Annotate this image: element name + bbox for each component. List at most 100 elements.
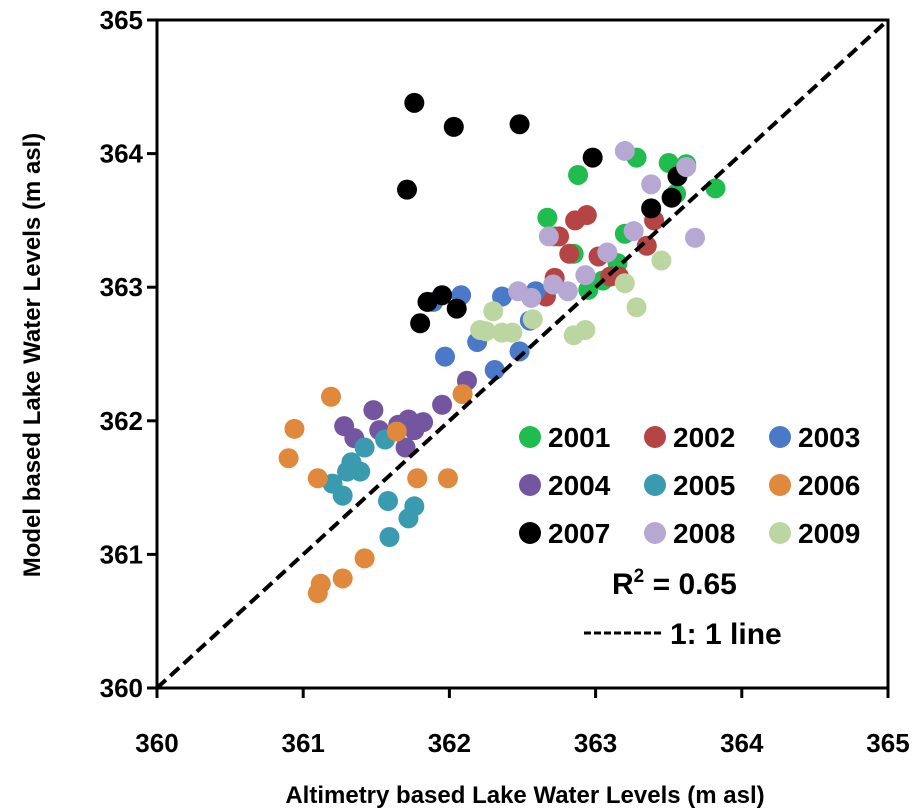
x-tick-label: 365 (866, 728, 909, 758)
r-squared-value: = 0.65 (644, 568, 737, 601)
data-point-2009 (483, 301, 504, 322)
legend-marker-2004 (519, 474, 541, 496)
x-axis-title: Altimetry based Lake Water Levels (m asl… (285, 782, 764, 809)
data-point-2005 (377, 490, 398, 511)
data-point-2009 (522, 309, 543, 330)
points-layer (278, 92, 726, 604)
data-point-2007 (661, 187, 682, 208)
legend-label-2007: 2007 (548, 518, 610, 549)
data-point-2007 (410, 313, 431, 334)
data-point-2006 (452, 384, 473, 405)
data-point-2004 (413, 412, 434, 433)
data-point-2007 (404, 92, 425, 113)
data-point-2001 (537, 207, 558, 228)
data-point-2007 (446, 298, 467, 319)
data-point-2005 (404, 496, 425, 517)
y-tick-label: 362 (100, 406, 143, 436)
data-point-2005 (379, 527, 400, 548)
r-squared-annotation: R2 = 0.65 (612, 566, 737, 601)
r-squared-symbol: R (612, 568, 634, 601)
data-point-2009 (651, 250, 672, 271)
legend-label-2005: 2005 (673, 470, 735, 501)
data-point-2008 (614, 140, 635, 161)
data-point-2003 (484, 360, 505, 381)
x-tick-label: 361 (282, 728, 325, 758)
data-point-2009 (475, 321, 496, 342)
data-point-2009 (614, 273, 635, 294)
data-point-2002 (559, 243, 580, 264)
data-point-2005 (350, 461, 371, 482)
y-tick-label: 361 (100, 539, 143, 569)
legend-marker-2003 (769, 426, 791, 448)
data-point-2006 (407, 468, 428, 489)
legend: 2001 2002 2003 2004 2005 2006 2007 2008 2009 (519, 422, 860, 549)
legend-marker-2002 (644, 426, 666, 448)
data-point-2004 (395, 437, 416, 458)
legend-marker-2008 (644, 522, 666, 544)
one-to-one-legend-label: 1: 1 line (670, 618, 782, 651)
data-point-2006 (278, 448, 299, 469)
legend-label-2001: 2001 (548, 422, 610, 453)
y-ticks: 360 361 362 363 364 365 (100, 5, 157, 703)
data-point-2008 (575, 265, 596, 286)
data-point-2008 (538, 226, 559, 247)
data-point-2007 (443, 116, 464, 137)
legend-label-2002: 2002 (673, 422, 735, 453)
data-point-2005 (332, 485, 353, 506)
data-point-2005 (354, 437, 375, 458)
data-point-2007 (432, 285, 453, 306)
legend-marker-2005 (644, 474, 666, 496)
x-ticks: 360 361 362 363 364 365 (135, 688, 910, 758)
x-tick-label: 362 (428, 728, 471, 758)
legend-marker-2009 (769, 522, 791, 544)
legend-label-2006: 2006 (798, 470, 860, 501)
data-point-2006 (386, 421, 407, 442)
data-point-2006 (307, 468, 328, 489)
data-point-2006 (310, 573, 331, 594)
data-point-2009 (502, 322, 523, 343)
data-point-2006 (437, 468, 458, 489)
legend-marker-2001 (519, 426, 541, 448)
data-point-2006 (332, 568, 353, 589)
data-point-2001 (568, 164, 589, 185)
y-tick-label: 360 (100, 673, 143, 703)
data-point-2007 (641, 198, 662, 219)
x-tick-label: 360 (135, 728, 178, 758)
y-tick-label: 363 (100, 272, 143, 302)
data-point-2007 (509, 114, 530, 135)
data-point-2009 (626, 297, 647, 318)
data-point-2008 (676, 156, 697, 177)
data-point-2004 (432, 394, 453, 415)
data-point-2006 (354, 548, 375, 569)
data-point-2002 (576, 205, 597, 226)
y-tick-label: 365 (100, 5, 143, 35)
legend-label-2003: 2003 (798, 422, 860, 453)
data-point-2007 (397, 179, 418, 200)
data-point-2008 (521, 287, 542, 308)
data-point-2008 (557, 281, 578, 302)
data-point-2006 (320, 386, 341, 407)
data-point-2008 (597, 242, 618, 263)
data-point-2007 (582, 147, 603, 168)
data-point-2008 (623, 221, 644, 242)
data-point-2008 (685, 227, 706, 248)
r-squared-superscript: 2 (634, 566, 645, 587)
data-point-2004 (363, 400, 384, 421)
y-axis-title: Model based Lake Water Levels (m asl) (19, 133, 46, 578)
data-point-2003 (435, 346, 456, 367)
one-to-one-line (155, 18, 890, 690)
legend-label-2004: 2004 (548, 470, 611, 501)
data-point-2008 (641, 174, 662, 195)
legend-label-2008: 2008 (673, 518, 735, 549)
legend-marker-2006 (769, 474, 791, 496)
legend-marker-2007 (519, 522, 541, 544)
data-point-2003 (509, 341, 530, 362)
x-tick-label: 363 (574, 728, 617, 758)
data-point-2009 (575, 319, 596, 340)
data-point-2006 (284, 418, 305, 439)
legend-label-2009: 2009 (798, 518, 860, 549)
data-point-2002 (636, 235, 657, 256)
plot-frame (155, 18, 890, 690)
x-tick-label: 364 (720, 728, 764, 758)
